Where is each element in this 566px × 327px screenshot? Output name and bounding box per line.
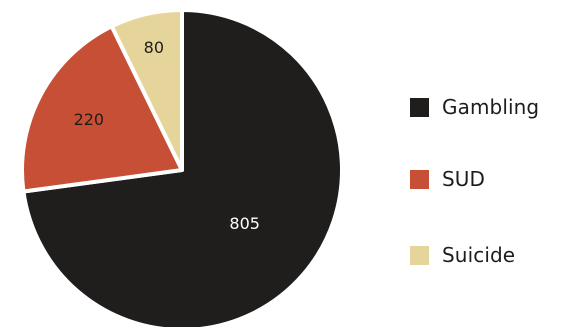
data-label-suicide: 80 (144, 38, 164, 57)
data-label-sud: 220 (74, 110, 105, 129)
legend: Gambling SUD Suicide (410, 92, 560, 272)
legend-label-sud: SUD (442, 167, 486, 191)
legend-label-suicide: Suicide (442, 243, 516, 267)
legend-swatch-suicide (410, 245, 429, 265)
data-label-gambling: 805 (229, 214, 260, 233)
legend-swatch-sud (410, 169, 429, 189)
pie-slice-suicide (109, 8, 184, 172)
legend-item-suicide: Suicide (410, 242, 515, 268)
legend-item-gambling: Gambling (410, 94, 539, 120)
legend-item-sud: SUD (410, 166, 485, 192)
legend-label-gambling: Gambling (442, 95, 540, 119)
pie-slice-sud (20, 24, 184, 194)
legend-swatch-gambling (410, 97, 429, 117)
